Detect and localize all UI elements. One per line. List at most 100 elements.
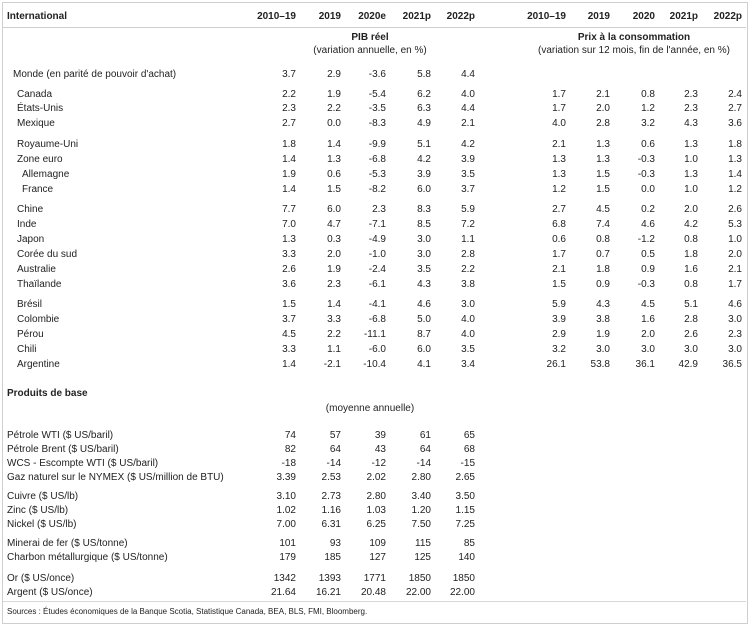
cpi-value: 0.9 [596, 279, 610, 290]
country-name: Zone euro [17, 154, 63, 165]
commodities-title: Produits de base [7, 388, 88, 399]
country-name: Australie [17, 264, 56, 275]
cpi-value: 1.3 [684, 169, 698, 180]
cpi-value: 1.7 [728, 279, 742, 290]
gdp-value: 2.1 [461, 118, 475, 129]
commodity-value: -15 [460, 458, 475, 469]
cpi-value: 2.7 [552, 204, 566, 215]
commodity-value: 2.53 [321, 472, 341, 483]
cpi-value: 1.2 [728, 184, 742, 195]
cpi-year-header: 2010–19 [527, 11, 566, 22]
cpi-value: 0.8 [684, 279, 698, 290]
gdp-value: 4.3 [417, 279, 431, 290]
gdp-value: -4.1 [368, 299, 386, 310]
gdp-value: 0.6 [327, 169, 341, 180]
cpi-value: 3.0 [728, 344, 742, 355]
commodity-value: 2.02 [366, 472, 386, 483]
country-name: Mexique [17, 118, 55, 129]
commodity-value: 1.15 [455, 505, 475, 516]
commodity-value: 7.25 [455, 519, 475, 530]
gdp-value: 8.5 [417, 219, 431, 230]
commodity-value: 1342 [273, 573, 296, 584]
gdp-title: PIB réel [351, 32, 389, 43]
gdp-value: 4.0 [461, 314, 475, 325]
gdp-value: 3.7 [282, 314, 296, 325]
gdp-value: 4.0 [461, 329, 475, 340]
cpi-value: 1.0 [684, 154, 698, 165]
cpi-title: Prix à la consommation [577, 32, 691, 43]
cpi-value: -0.3 [637, 279, 655, 290]
gdp-value: 7.0 [282, 219, 296, 230]
cpi-value: 1.3 [552, 169, 566, 180]
gdp-value: -8.2 [368, 184, 386, 195]
gdp-value: 4.2 [417, 154, 431, 165]
gdp-year-header: 2010–19 [257, 11, 296, 22]
gdp-value: -10.4 [363, 359, 386, 370]
gdp-value: 1.5 [327, 184, 341, 195]
commodity-value: 93 [329, 538, 341, 549]
commodity-value: 65 [463, 430, 475, 441]
cpi-value: 1.8 [728, 139, 742, 150]
gdp-value: 3.7 [461, 184, 475, 195]
gdp-value: 2.3 [372, 204, 386, 215]
cpi-value: 0.8 [641, 89, 655, 100]
gdp-value: 3.6 [282, 279, 296, 290]
cpi-value: 1.8 [684, 249, 698, 260]
gdp-value: 5.8 [417, 69, 431, 80]
cpi-value: 26.1 [546, 359, 566, 370]
cpi-value: 6.8 [552, 219, 566, 230]
cpi-year-header: 2022p [713, 11, 742, 22]
cpi-value: 2.9 [552, 329, 566, 340]
gdp-value: -6.8 [368, 154, 386, 165]
gdp-value: 1.1 [327, 344, 341, 355]
gdp-value: -6.0 [368, 344, 386, 355]
gdp-year-header: 2020e [358, 11, 386, 22]
cpi-value: 0.7 [596, 249, 610, 260]
gdp-value: 4.1 [417, 359, 431, 370]
cpi-value: 2.0 [684, 204, 698, 215]
gdp-value: 8.7 [417, 329, 431, 340]
gdp-year-header: 2021p [402, 11, 431, 22]
cpi-value: 4.5 [596, 204, 610, 215]
commodity-value: 57 [329, 430, 341, 441]
cpi-value: 3.8 [596, 314, 610, 325]
gdp-value: -3.5 [368, 103, 386, 114]
commodity-value: 39 [374, 430, 386, 441]
gdp-value: -2.4 [368, 264, 386, 275]
cpi-value: 4.5 [641, 299, 655, 310]
gdp-value: 1.9 [327, 89, 341, 100]
cpi-value: 3.0 [641, 344, 655, 355]
commodity-value: 6.25 [366, 519, 386, 530]
cpi-value: 1.3 [596, 139, 610, 150]
cpi-value: 3.2 [552, 344, 566, 355]
cpi-value: 0.6 [641, 139, 655, 150]
commodity-value: 3.10 [276, 491, 296, 502]
commodity-value: 82 [284, 444, 296, 455]
cpi-value: 2.8 [596, 118, 610, 129]
country-name: Pérou [17, 329, 44, 340]
gdp-year-header: 2022p [446, 11, 475, 22]
commodity-value: 7.50 [411, 519, 431, 530]
gdp-value: 2.2 [327, 329, 341, 340]
cpi-value: 1.9 [596, 329, 610, 340]
commodity-name: WCS - Escompte WTI ($ US/baril) [7, 458, 159, 469]
gdp-value: 0.3 [327, 234, 341, 245]
cpi-value: 42.9 [678, 359, 698, 370]
commodity-name: Zinc ($ US/lb) [7, 505, 69, 516]
gdp-value: 3.3 [282, 249, 296, 260]
cpi-value: 1.4 [728, 169, 742, 180]
gdp-value: 2.0 [327, 249, 341, 260]
commodities-subtitle: (moyenne annuelle) [325, 403, 415, 414]
cpi-value: 3.9 [552, 314, 566, 325]
country-name: Monde (en parité de pouvoir d'achat) [13, 69, 177, 80]
commodity-value: 101 [279, 538, 296, 549]
gdp-value: 2.8 [461, 249, 475, 260]
country-name: Allemagne [22, 169, 70, 180]
cpi-value: 2.3 [684, 89, 698, 100]
gdp-value: 2.2 [327, 103, 341, 114]
gdp-value: 2.2 [461, 264, 475, 275]
gdp-value: 1.4 [282, 359, 296, 370]
commodity-value: 21.64 [270, 587, 296, 598]
gdp-value: 6.3 [417, 103, 431, 114]
cpi-value: 3.0 [596, 344, 610, 355]
